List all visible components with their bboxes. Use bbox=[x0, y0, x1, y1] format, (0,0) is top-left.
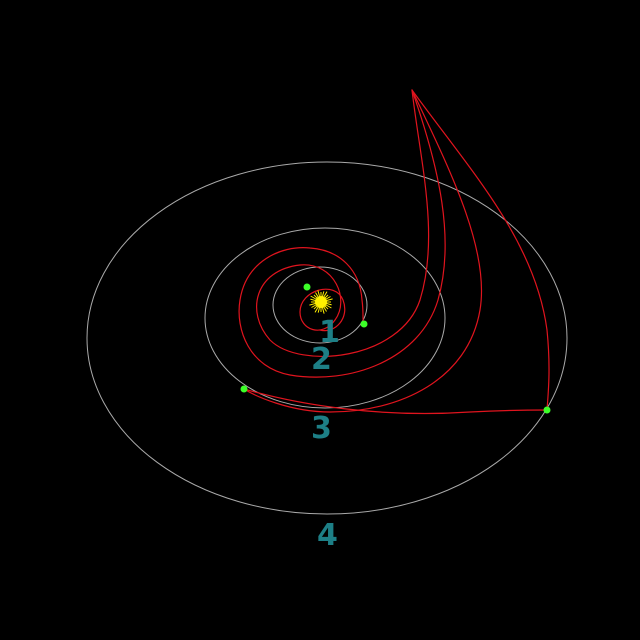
trajectory-loop-2 bbox=[238, 89, 446, 378]
sun-ray bbox=[313, 294, 318, 299]
sun-ray bbox=[310, 295, 317, 300]
sun-ray bbox=[325, 296, 331, 300]
sun-ray bbox=[311, 304, 317, 308]
orbit-label-1: 1 bbox=[319, 315, 340, 350]
planet-dot-icon[interactable] bbox=[543, 406, 551, 414]
orbit-1-ellipse bbox=[272, 266, 368, 344]
sun-ray bbox=[325, 298, 333, 302]
trajectory-loop-3 bbox=[243, 89, 483, 413]
sun-ray bbox=[313, 305, 318, 310]
planet-dot-icon[interactable] bbox=[240, 385, 248, 393]
sun-icon bbox=[309, 290, 333, 314]
sun-ray bbox=[324, 294, 329, 299]
sun-ray bbox=[315, 292, 319, 298]
sun-ray bbox=[321, 291, 325, 298]
sun-ray bbox=[317, 306, 321, 313]
sun-ray bbox=[323, 291, 328, 298]
trajectory-loop-4 bbox=[411, 89, 550, 411]
orbit-2-ellipse bbox=[204, 227, 446, 409]
sun-ray bbox=[309, 302, 317, 306]
orbit-label-2: 2 bbox=[311, 342, 332, 377]
orbit-label-4: 4 bbox=[317, 518, 338, 553]
planet-dot-icon[interactable] bbox=[360, 320, 368, 328]
trajectory-return bbox=[243, 388, 548, 415]
trajectory-path bbox=[256, 89, 430, 357]
orbit-label-3: 3 bbox=[311, 411, 332, 446]
sun-ray bbox=[324, 305, 329, 310]
planet-dot-icon[interactable] bbox=[303, 283, 311, 291]
sun-ray bbox=[325, 302, 332, 306]
sun-ray bbox=[310, 298, 317, 302]
sun-ray bbox=[325, 304, 332, 309]
sun-ray bbox=[317, 290, 321, 298]
orbit-3-ellipse bbox=[86, 161, 568, 515]
sun-ray bbox=[323, 306, 327, 312]
sun-ray bbox=[321, 306, 325, 314]
sun-ray bbox=[314, 306, 319, 313]
